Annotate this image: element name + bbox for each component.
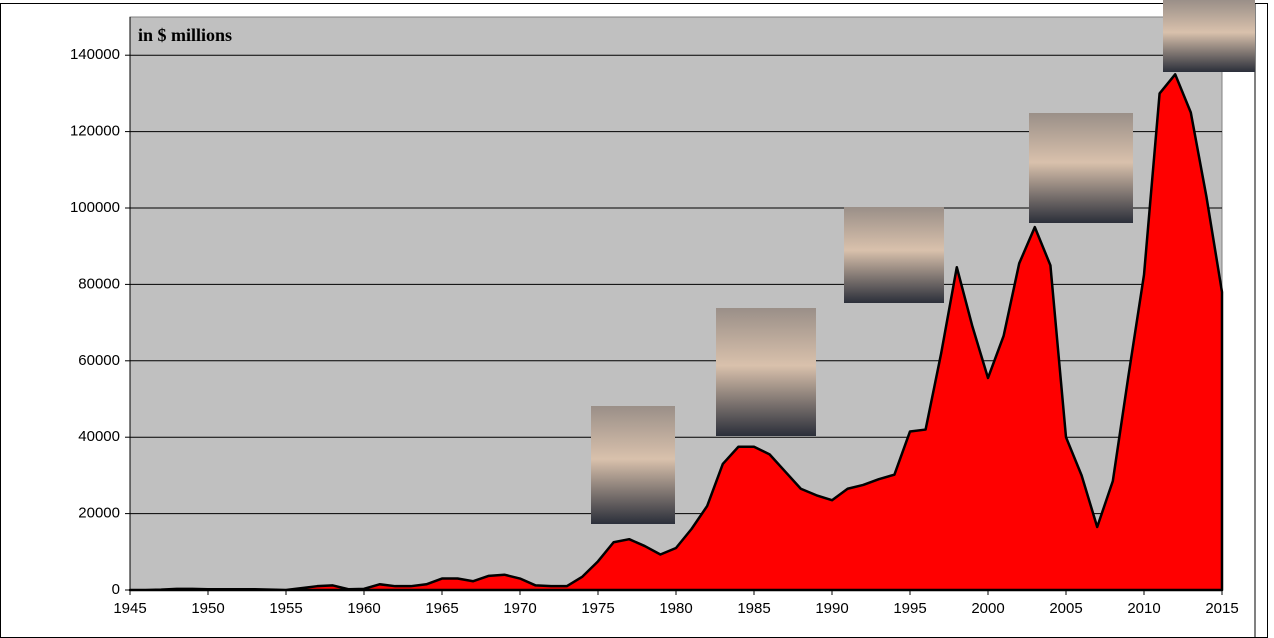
x-tick-label: 1970 xyxy=(503,600,536,617)
y-tick-label: 140000 xyxy=(70,46,120,63)
portrait xyxy=(1163,0,1255,72)
portrait xyxy=(591,406,675,524)
x-tick-label: 2015 xyxy=(1205,600,1238,617)
chart-title: in $ millions xyxy=(138,25,232,45)
x-tick-label: 1965 xyxy=(425,600,458,617)
y-tick-label: 80000 xyxy=(78,275,120,292)
x-tick-label: 2000 xyxy=(971,600,1004,617)
y-tick-label: 100000 xyxy=(70,199,120,216)
y-tick-label: 120000 xyxy=(70,123,120,140)
x-tick-label: 2005 xyxy=(1049,600,1082,617)
x-tick-label: 1975 xyxy=(581,600,614,617)
y-tick-label: 60000 xyxy=(78,352,120,369)
y-tick-label: 20000 xyxy=(78,505,120,522)
y-tick-label: 40000 xyxy=(78,428,120,445)
y-tick-label: 0 xyxy=(112,581,120,598)
x-tick-label: 1985 xyxy=(737,600,770,617)
x-tick-label: 1950 xyxy=(191,600,224,617)
x-tick-label: 1980 xyxy=(659,600,692,617)
portrait xyxy=(716,308,816,436)
portrait xyxy=(1029,113,1133,223)
x-tick-label: 1960 xyxy=(347,600,380,617)
x-tick-label: 1945 xyxy=(113,600,146,617)
area xyxy=(128,73,1224,592)
portrait xyxy=(844,207,944,303)
x-tick-label: 2010 xyxy=(1127,600,1160,617)
x-tick-label: 1955 xyxy=(269,600,302,617)
x-tick-label: 1990 xyxy=(815,600,848,617)
x-tick-label: 1995 xyxy=(893,600,926,617)
